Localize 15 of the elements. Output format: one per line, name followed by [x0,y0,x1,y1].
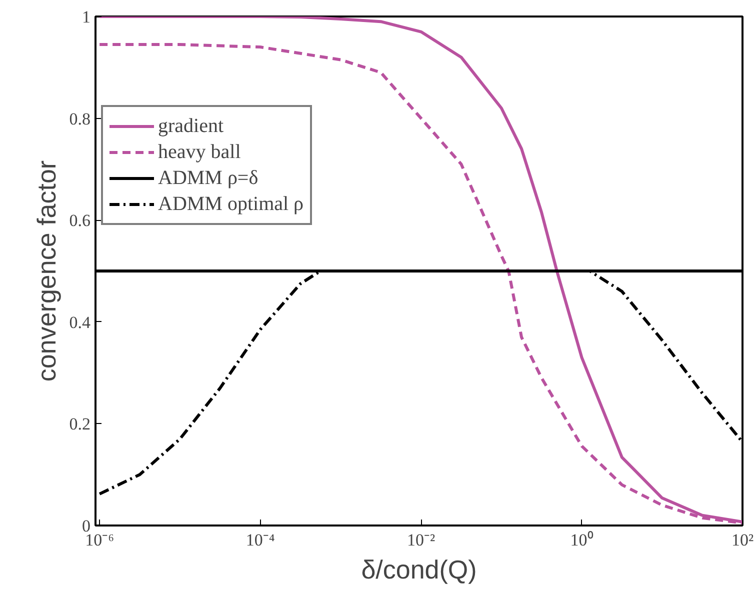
y-tick-label: 0.8 [69,109,90,128]
x-axis-title: δ/cond(Q) [361,554,477,584]
y-axis-title: convergence factor [31,160,62,382]
legend-label: ADMM optimal ρ [158,192,304,216]
x-tick-label: 10⁻⁴ [246,530,275,550]
x-tick-label: 10⁻² [406,530,436,550]
legend-label: ADMM ρ=δ [158,166,258,190]
y-tick-label: 1 [82,8,90,26]
x-tick-label: 10² [731,530,754,550]
x-tick-label: 10⁰ [570,530,594,550]
y-tick-label: 0.6 [69,211,90,230]
y-tick-label: 0.2 [69,414,90,434]
y-tick-label: 0.4 [69,312,91,332]
legend-label: heavy ball [158,140,241,164]
legend-label: gradient [158,114,224,138]
